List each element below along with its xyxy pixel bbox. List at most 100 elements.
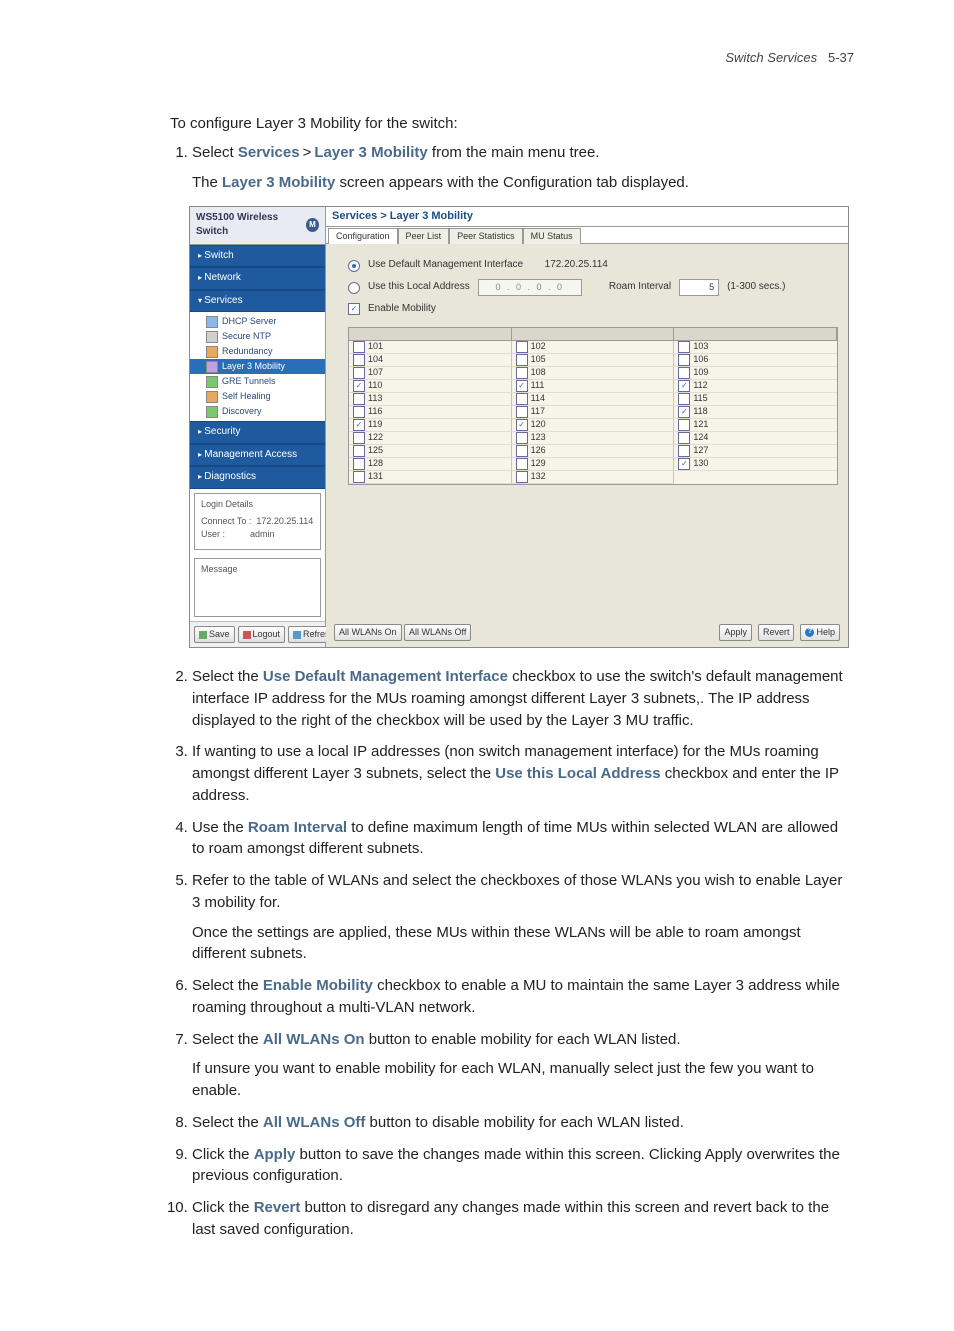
- wlan-cell[interactable]: 127: [674, 445, 837, 458]
- wlan-cell[interactable]: 131: [349, 471, 512, 484]
- wlan-cell[interactable]: 129: [512, 458, 675, 471]
- wlan-checkbox[interactable]: [678, 406, 690, 418]
- wlan-cell[interactable]: 116: [349, 406, 512, 419]
- wlan-cell[interactable]: 125: [349, 445, 512, 458]
- wlan-cell[interactable]: 101: [349, 341, 512, 354]
- wlan-checkbox[interactable]: [678, 419, 690, 431]
- wlan-checkbox[interactable]: [353, 341, 365, 353]
- help-button[interactable]: ?Help: [800, 624, 840, 641]
- nav-security[interactable]: Security: [190, 421, 325, 444]
- wlan-checkbox[interactable]: [678, 354, 690, 366]
- wlan-checkbox[interactable]: [678, 432, 690, 444]
- wlan-cell[interactable]: 122: [349, 432, 512, 445]
- default-mgmt-row: Use Default Management Interface 172.20.…: [348, 258, 838, 273]
- wlan-checkbox[interactable]: [353, 432, 365, 444]
- wlan-cell[interactable]: 107: [349, 367, 512, 380]
- wlan-cell[interactable]: 114: [512, 393, 675, 406]
- step-6: Select the Enable Mobility checkbox to e…: [192, 975, 854, 1019]
- apply-button[interactable]: Apply: [719, 624, 752, 641]
- tab-peerlist[interactable]: Peer List: [398, 228, 450, 244]
- wlan-checkbox[interactable]: [353, 419, 365, 431]
- wlan-checkbox[interactable]: [516, 354, 528, 366]
- wlan-cell[interactable]: 119: [349, 419, 512, 432]
- wlan-cell[interactable]: 117: [512, 406, 675, 419]
- wlan-cell[interactable]: 102: [512, 341, 675, 354]
- wlan-checkbox[interactable]: [353, 380, 365, 392]
- nav-mgmt[interactable]: Management Access: [190, 444, 325, 467]
- wlan-cell[interactable]: 118: [674, 406, 837, 419]
- tab-peerstats[interactable]: Peer Statistics: [449, 228, 523, 244]
- nav-diag[interactable]: Diagnostics: [190, 466, 325, 489]
- wlan-checkbox[interactable]: [678, 458, 690, 470]
- wlan-checkbox[interactable]: [516, 393, 528, 405]
- tab-configuration[interactable]: Configuration: [328, 228, 398, 244]
- wlan-checkbox[interactable]: [353, 471, 365, 483]
- radio-default-mgmt[interactable]: [348, 260, 360, 272]
- wlan-checkbox[interactable]: [353, 458, 365, 470]
- subnav-ntp[interactable]: Secure NTP: [190, 329, 325, 344]
- wlan-cell[interactable]: 121: [674, 419, 837, 432]
- tab-mustatus[interactable]: MU Status: [523, 228, 581, 244]
- wlan-cell[interactable]: 113: [349, 393, 512, 406]
- wlan-checkbox[interactable]: [353, 445, 365, 457]
- wlan-cell[interactable]: 124: [674, 432, 837, 445]
- bold-services: Services: [238, 144, 300, 161]
- revert-button[interactable]: Revert: [758, 624, 795, 641]
- wlan-checkbox[interactable]: [353, 406, 365, 418]
- clock-icon: [206, 331, 218, 343]
- nav-services[interactable]: Services: [190, 290, 325, 313]
- subnav-redundancy[interactable]: Redundancy: [190, 344, 325, 359]
- wlan-cell[interactable]: 111: [512, 380, 675, 393]
- wlan-cell[interactable]: 120: [512, 419, 675, 432]
- radio-local-addr[interactable]: [348, 282, 360, 294]
- wlan-cell[interactable]: 105: [512, 354, 675, 367]
- wlan-cell[interactable]: 112: [674, 380, 837, 393]
- wlan-checkbox[interactable]: [516, 380, 528, 392]
- wlan-cell[interactable]: 126: [512, 445, 675, 458]
- subnav-discovery[interactable]: Discovery: [190, 404, 325, 419]
- wlan-id: 108: [531, 366, 546, 379]
- server-icon: [206, 316, 218, 328]
- wlan-checkbox[interactable]: [516, 341, 528, 353]
- subnav-selfheal[interactable]: Self Healing: [190, 389, 325, 404]
- wlan-checkbox[interactable]: [516, 445, 528, 457]
- wlan-cell[interactable]: 115: [674, 393, 837, 406]
- wlan-cell[interactable]: 103: [674, 341, 837, 354]
- wlan-checkbox[interactable]: [678, 367, 690, 379]
- logout-button[interactable]: Logout: [238, 626, 286, 643]
- wlan-cell[interactable]: 132: [512, 471, 675, 484]
- wlan-cell[interactable]: 130: [674, 458, 837, 471]
- wlan-checkbox[interactable]: [678, 393, 690, 405]
- wlan-cell[interactable]: 109: [674, 367, 837, 380]
- wlan-checkbox[interactable]: [678, 445, 690, 457]
- roam-interval-input[interactable]: 5: [679, 279, 719, 296]
- wlan-cell[interactable]: 128: [349, 458, 512, 471]
- local-ip-input[interactable]: 0 . 0 . 0 . 0: [478, 279, 582, 296]
- wlan-cell[interactable]: 123: [512, 432, 675, 445]
- wlan-checkbox[interactable]: [516, 432, 528, 444]
- wlan-cell[interactable]: 108: [512, 367, 675, 380]
- subnav-dhcp[interactable]: DHCP Server: [190, 314, 325, 329]
- all-wlans-off-button[interactable]: All WLANs Off: [404, 624, 471, 641]
- wlan-checkbox[interactable]: [678, 341, 690, 353]
- all-wlans-on-button[interactable]: All WLANs On: [334, 624, 402, 641]
- wlan-checkbox[interactable]: [678, 380, 690, 392]
- wlan-checkbox[interactable]: [353, 393, 365, 405]
- wlan-checkbox[interactable]: [516, 367, 528, 379]
- wlan-checkbox[interactable]: [353, 367, 365, 379]
- wlan-cell[interactable]: 106: [674, 354, 837, 367]
- wlan-checkbox[interactable]: [516, 406, 528, 418]
- wlan-cell[interactable]: 110: [349, 380, 512, 393]
- nav-network[interactable]: Network: [190, 267, 325, 290]
- subnav-l3m[interactable]: Layer 3 Mobility: [190, 359, 325, 374]
- save-button[interactable]: Save: [194, 626, 235, 643]
- checkbox-enable-mobility[interactable]: [348, 303, 360, 315]
- wlan-checkbox[interactable]: [516, 419, 528, 431]
- wlan-cell[interactable]: 104: [349, 354, 512, 367]
- nav-switch[interactable]: Switch: [190, 245, 325, 268]
- subnav-gre[interactable]: GRE Tunnels: [190, 374, 325, 389]
- wlan-checkbox[interactable]: [516, 458, 528, 470]
- wlan-id: 128: [368, 457, 383, 470]
- wlan-checkbox[interactable]: [516, 471, 528, 483]
- wlan-checkbox[interactable]: [353, 354, 365, 366]
